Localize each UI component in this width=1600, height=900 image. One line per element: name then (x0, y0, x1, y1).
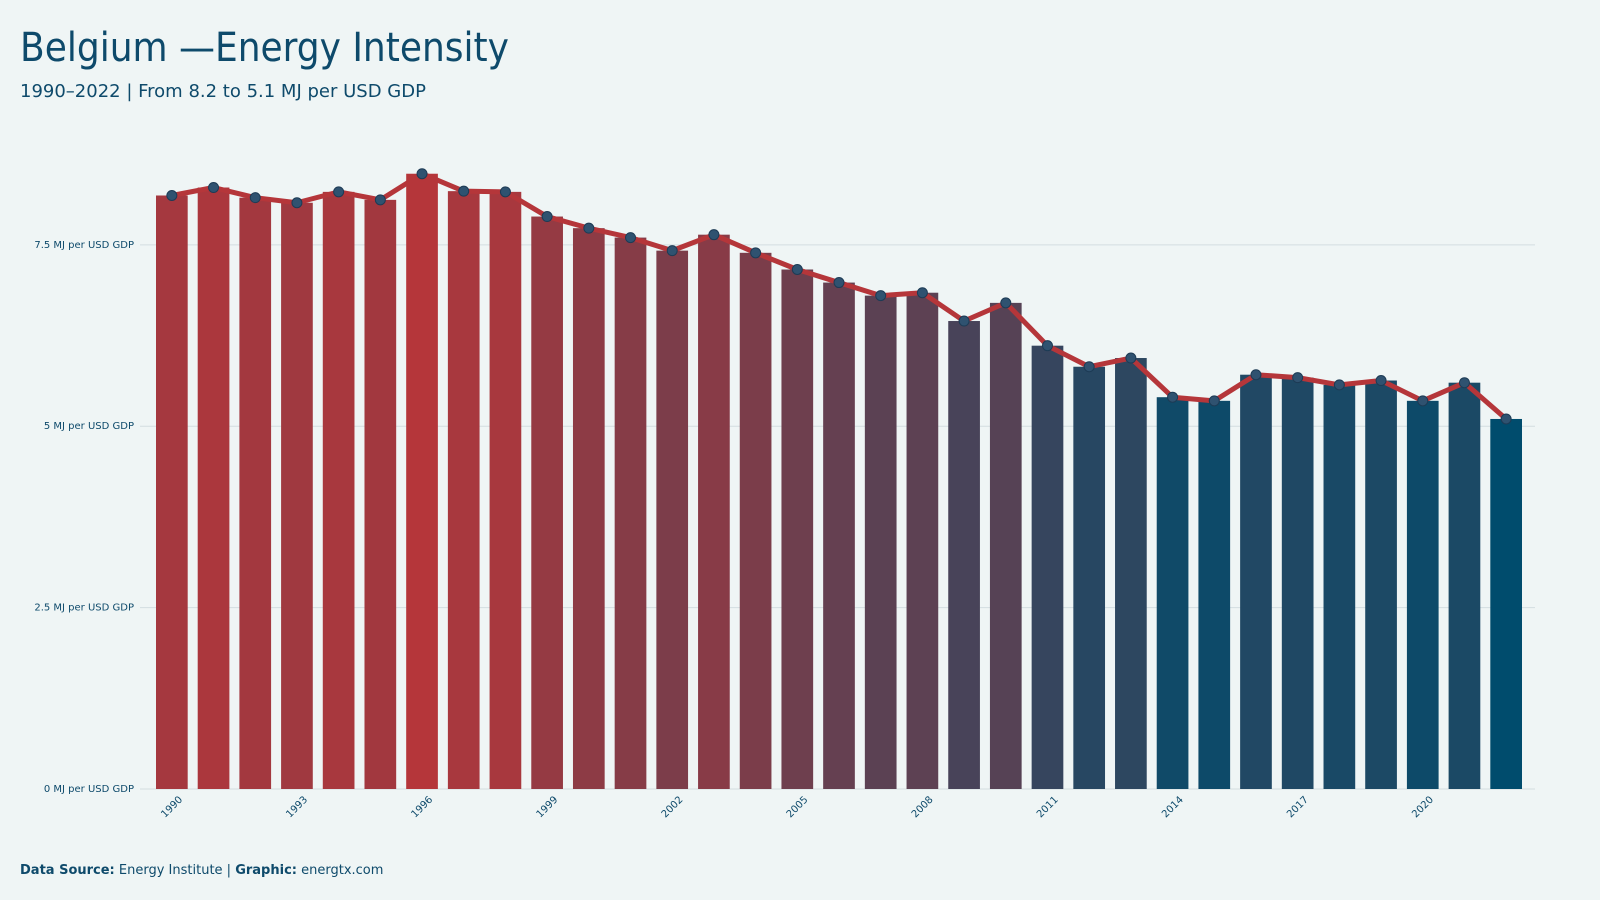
bar (1115, 358, 1147, 789)
line-marker (249, 192, 261, 204)
bar (156, 195, 188, 790)
line-marker (583, 222, 595, 234)
line-marker (1458, 377, 1470, 389)
bar (322, 191, 355, 789)
bar (823, 282, 855, 789)
chart-subtitle: 1990–2022 | From 8.2 to 5.1 MJ per USD G… (20, 81, 426, 102)
line-marker (833, 277, 845, 289)
line-marker (166, 189, 178, 201)
y-tick-label: 0 MJ per USD GDP (44, 784, 134, 795)
line-marker (666, 245, 678, 257)
line-marker (416, 168, 428, 180)
line-marker (208, 182, 220, 194)
y-tick-label: 5 MJ per USD GDP (44, 421, 134, 432)
bar (531, 216, 563, 789)
chart-title: Belgium —Energy Intensity (20, 25, 509, 71)
line-marker (1292, 372, 1304, 384)
line-marker (1500, 413, 1512, 425)
bars (156, 173, 1522, 790)
bar (1490, 418, 1522, 789)
footer-label: Data Source: (20, 863, 115, 878)
line-marker (1333, 379, 1345, 391)
bar (614, 237, 647, 790)
bar (1156, 397, 1189, 789)
line-marker (625, 232, 637, 244)
line-layer (166, 168, 1512, 425)
line-marker (875, 290, 887, 302)
bar (447, 191, 480, 790)
bar (1073, 366, 1106, 789)
line-marker (958, 315, 970, 327)
line-marker (1167, 391, 1179, 403)
bar (1198, 400, 1231, 789)
line-marker (1250, 369, 1262, 381)
footer-text: energtx.com (301, 863, 383, 878)
line-marker (333, 186, 345, 198)
line-marker (374, 194, 386, 206)
line-marker (1375, 375, 1387, 387)
bar (1323, 384, 1356, 789)
bar (406, 173, 438, 789)
footer-label: Graphic: (235, 863, 297, 878)
line-marker (291, 197, 303, 209)
bar (656, 250, 689, 790)
line-marker (708, 229, 720, 241)
bar (489, 191, 522, 789)
line-marker (1417, 395, 1429, 407)
line-marker (791, 264, 803, 276)
bar (1448, 382, 1481, 789)
bar (197, 187, 230, 789)
line-marker (916, 287, 928, 299)
line-marker (1125, 352, 1137, 364)
bar (1031, 345, 1064, 789)
line-marker (1000, 297, 1012, 309)
bar (989, 302, 1022, 789)
bar (1240, 374, 1272, 789)
bar (739, 252, 772, 789)
line-marker (1083, 361, 1095, 373)
bar (1406, 400, 1439, 789)
bar (781, 269, 814, 790)
footer: Data Source: Energy Institute | Graphic:… (20, 863, 383, 878)
line-marker (750, 247, 762, 259)
bar (864, 295, 897, 789)
bar (364, 199, 397, 790)
line-marker (541, 211, 553, 223)
y-tick-label: 2.5 MJ per USD GDP (34, 603, 134, 614)
bar (906, 292, 939, 789)
bar (239, 197, 272, 789)
bar (1365, 380, 1397, 789)
line-marker (1041, 340, 1053, 352)
bar (572, 228, 605, 789)
bar (698, 234, 730, 790)
bar (948, 321, 980, 789)
line-marker (499, 186, 511, 198)
footer-text: Energy Institute | (119, 863, 231, 878)
line-marker (1208, 395, 1220, 407)
bar (1281, 377, 1314, 789)
line-marker (458, 185, 470, 197)
bar (281, 202, 313, 790)
y-tick-label: 7.5 MJ per USD GDP (34, 240, 134, 251)
